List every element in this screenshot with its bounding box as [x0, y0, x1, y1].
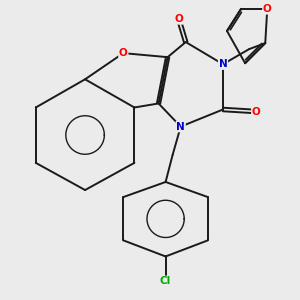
Text: O: O	[119, 48, 128, 58]
Text: Cl: Cl	[160, 276, 171, 286]
Text: N: N	[219, 59, 227, 69]
Text: O: O	[263, 4, 272, 14]
Text: O: O	[174, 14, 183, 24]
Text: O: O	[252, 106, 261, 116]
Text: N: N	[176, 122, 185, 132]
